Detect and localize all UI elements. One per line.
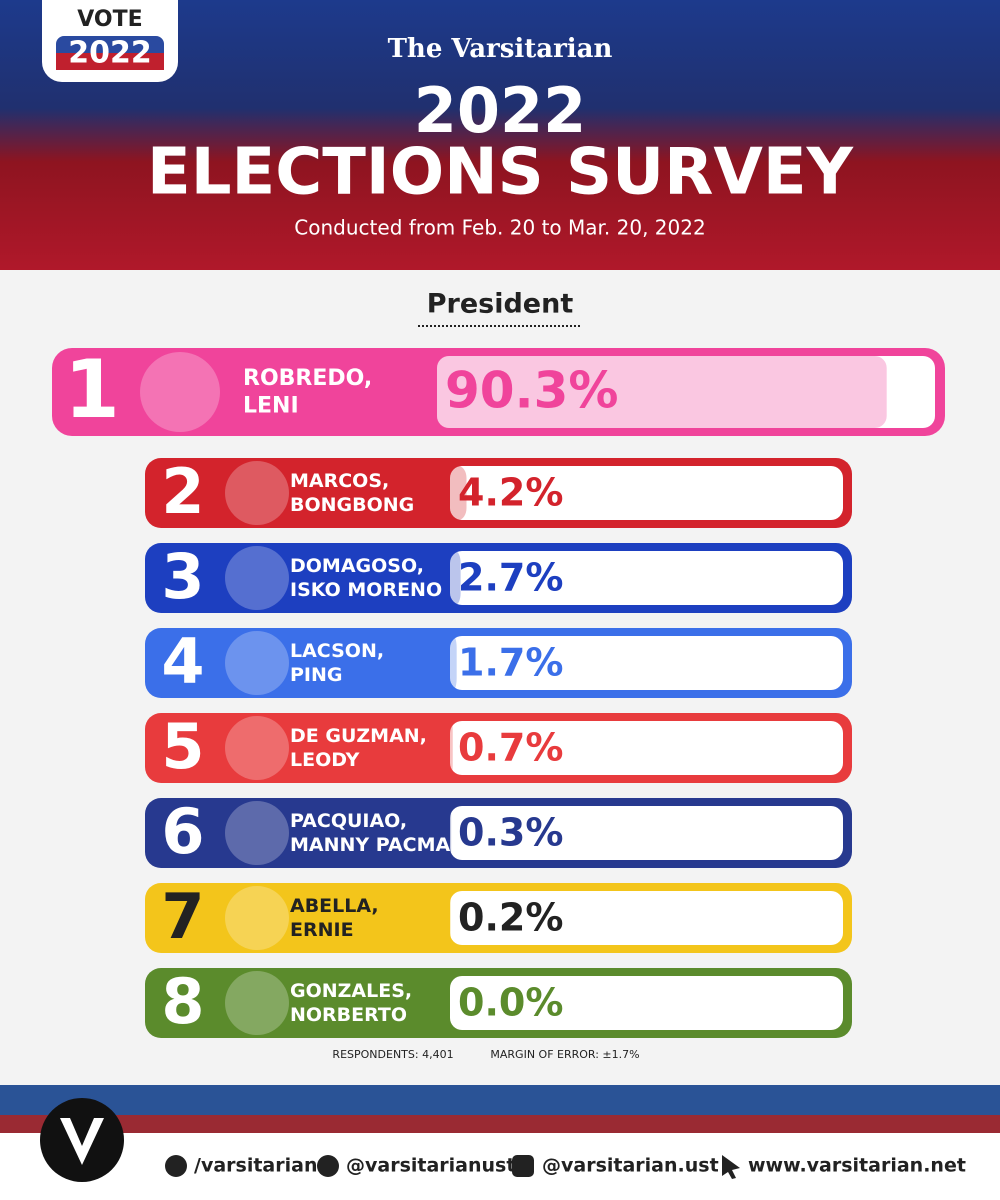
publication: The Varsitarian — [388, 34, 613, 64]
rank: 2 — [161, 455, 204, 528]
bar — [450, 806, 452, 860]
candidate-name: ABELLA, — [290, 895, 379, 917]
candidate-name: BONGBONG — [290, 494, 414, 516]
bar — [450, 466, 467, 520]
badge-year: 2022 — [68, 36, 152, 71]
rank: 7 — [161, 880, 204, 953]
candidate-name: MANNY PACMAN — [290, 834, 466, 856]
value-label: 1.7% — [458, 641, 563, 685]
rows: 1 ROBREDO,LENI 90.3% 2 MARCOS,BONGBONG 4.2% 3 D… — [52, 343, 945, 1038]
bar-track — [450, 806, 843, 860]
bar-track — [450, 466, 843, 520]
photo — [225, 971, 289, 1035]
photo — [225, 716, 289, 780]
rank: 6 — [161, 795, 204, 868]
bar-track — [450, 551, 843, 605]
instagram-icon — [512, 1155, 534, 1177]
value-label: 0.0% — [458, 981, 563, 1025]
photo — [225, 546, 289, 610]
value-label: 90.3% — [445, 362, 618, 420]
footer-blue — [0, 1085, 1000, 1115]
bar-track — [437, 356, 935, 428]
subtitle: Conducted from Feb. 20 to Mar. 20, 2022 — [294, 216, 705, 240]
bar — [437, 356, 887, 428]
candidate-name: ISKO MORENO — [290, 579, 442, 601]
value-label: 0.2% — [458, 896, 563, 940]
rank: 5 — [161, 710, 204, 783]
logo — [40, 1098, 124, 1182]
chart-title: President — [427, 289, 574, 320]
bar-track — [450, 636, 843, 690]
value-label: 0.3% — [458, 811, 563, 855]
badge-top: VOTE — [77, 7, 142, 32]
bar-track — [450, 976, 843, 1030]
photo — [225, 631, 289, 695]
photo — [225, 886, 289, 950]
rank: 3 — [161, 540, 204, 613]
respondents: RESPONDENTS: 4,401 — [332, 1048, 453, 1061]
candidate-name: MARCOS, — [290, 470, 389, 492]
candidate-name: ERNIE — [290, 919, 354, 941]
instagram[interactable]: @varsitarian.ust — [542, 1155, 719, 1177]
logo-v — [60, 1118, 104, 1165]
rank: 4 — [161, 625, 204, 698]
title-year: 2022 — [414, 74, 587, 147]
value-label: 4.2% — [458, 471, 563, 515]
bar-track — [450, 891, 843, 945]
candidate-name: LACSON, — [290, 640, 384, 662]
candidate-name: PING — [290, 664, 343, 686]
rank: 1 — [64, 343, 120, 436]
web-icon — [722, 1155, 740, 1179]
bar — [450, 721, 453, 775]
facebook[interactable]: /varsitarian — [194, 1155, 317, 1177]
title: ELECTIONS SURVEY — [147, 136, 854, 210]
photo — [225, 801, 289, 865]
candidate-name: DE GUZMAN, — [290, 725, 427, 747]
margin-of-error: MARGIN OF ERROR: ±1.7% — [490, 1048, 639, 1061]
value-label: 2.7% — [458, 556, 563, 600]
candidate-name: ROBREDO, — [243, 366, 372, 391]
photo — [140, 352, 220, 432]
footer-red — [0, 1115, 1000, 1133]
rank: 8 — [161, 965, 204, 1038]
facebook-icon — [165, 1155, 187, 1177]
photo — [225, 461, 289, 525]
bar — [450, 636, 457, 690]
candidate-name: LEODY — [290, 749, 360, 771]
badge-box-red — [56, 53, 164, 70]
bar — [450, 551, 461, 605]
website[interactable]: www.varsitarian.net — [748, 1155, 966, 1177]
candidate-name: LENI — [243, 393, 299, 418]
value-label: 0.7% — [458, 726, 563, 770]
candidate-name: DOMAGOSO, — [290, 555, 424, 577]
bar — [450, 891, 451, 945]
bar-track — [450, 721, 843, 775]
twitter-icon — [317, 1155, 339, 1177]
twitter[interactable]: @varsitarianust — [346, 1155, 515, 1177]
candidate-name: PACQUIAO, — [290, 810, 407, 832]
candidate-name: GONZALES, — [290, 980, 412, 1002]
candidate-name: NORBERTO — [290, 1004, 407, 1026]
